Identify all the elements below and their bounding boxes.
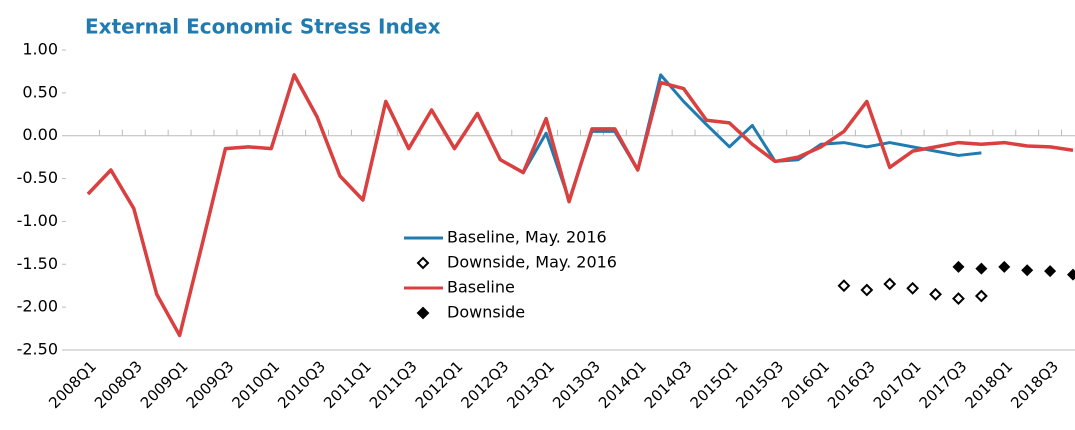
x-tick-label: 2014Q3 — [641, 357, 696, 412]
legend-label: Baseline — [447, 278, 515, 297]
x-tick-label: 2015Q1 — [687, 357, 742, 412]
marker — [975, 262, 988, 275]
y-tick-label: 0.50 — [22, 82, 58, 101]
x-tick-label: 2012Q1 — [412, 357, 467, 412]
x-tick-label: 2017Q3 — [916, 357, 971, 412]
x-tick-label: 2013Q1 — [503, 357, 558, 412]
y-tick-label: -1.50 — [17, 254, 58, 273]
x-tick-label: 2016Q1 — [778, 357, 833, 412]
legend-label: Baseline, May. 2016 — [447, 228, 607, 247]
x-tick-label: 2012Q3 — [458, 357, 513, 412]
x-tick-label: 2011Q1 — [320, 357, 375, 412]
x-tick-label: 2015Q3 — [732, 357, 787, 412]
x-tick-label: 2014Q1 — [595, 357, 650, 412]
legend-swatch — [416, 256, 430, 270]
marker — [1044, 265, 1057, 278]
x-tick-label: 2013Q3 — [549, 357, 604, 412]
x-tick-label: 2010Q3 — [274, 357, 329, 412]
y-tick-label: -0.50 — [17, 168, 58, 187]
x-tick-label: 2017Q1 — [870, 357, 925, 412]
y-tick-label: 0.00 — [22, 125, 58, 144]
series-line — [86, 73, 1074, 338]
legend-swatch — [416, 306, 430, 320]
x-tick-label: 2018Q1 — [961, 357, 1016, 412]
x-tick-label: 2008Q3 — [91, 357, 146, 412]
marker — [998, 260, 1011, 273]
marker — [837, 279, 851, 293]
legend-label: Downside, May. 2016 — [447, 253, 617, 272]
chart-title: External Economic Stress Index — [85, 15, 441, 39]
y-tick-label: -2.50 — [17, 340, 58, 359]
x-tick-label: 2011Q3 — [366, 357, 421, 412]
series-line — [86, 73, 982, 337]
marker — [952, 260, 965, 273]
marker — [883, 277, 897, 291]
x-tick-label: 2010Q1 — [228, 357, 283, 412]
marker — [860, 283, 874, 297]
x-tick-label: 2018Q3 — [1007, 357, 1062, 412]
y-tick-label: 1.00 — [22, 40, 58, 59]
marker — [974, 289, 988, 303]
marker — [929, 287, 942, 301]
x-tick-label: 2008Q1 — [45, 357, 100, 412]
x-tick-label: 2016Q3 — [824, 357, 879, 412]
marker — [1021, 264, 1034, 277]
y-tick-label: -1.00 — [17, 211, 58, 230]
marker — [952, 292, 965, 305]
legend-label: Downside — [447, 303, 525, 322]
marker — [1067, 268, 1075, 281]
x-tick-label: 2009Q1 — [137, 357, 192, 412]
y-tick-label: -2.00 — [17, 297, 58, 316]
x-tick-label: 2009Q3 — [183, 357, 238, 412]
marker — [906, 281, 920, 295]
